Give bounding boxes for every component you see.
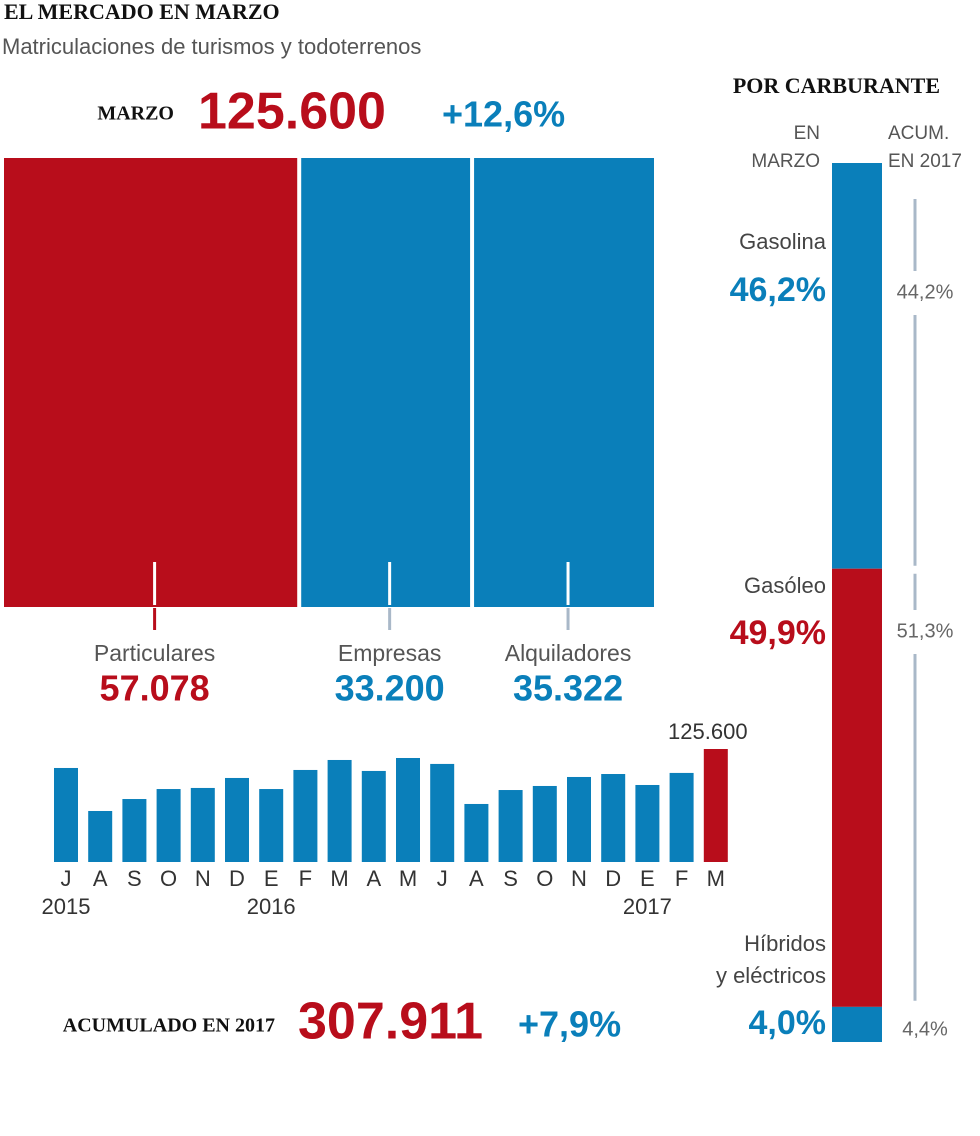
- series-label: EN: [794, 123, 820, 144]
- acum-label: 4,4%: [902, 1018, 948, 1040]
- series-label: EN 2017: [888, 151, 962, 172]
- bar: [327, 759, 352, 862]
- category-label: y eléctricos: [716, 963, 826, 988]
- bar: [396, 757, 420, 862]
- x-tick-label: N: [571, 866, 587, 891]
- x-tick-label: M: [330, 866, 348, 891]
- value-label: 33.200: [335, 668, 445, 709]
- category-label: Gasolina: [739, 229, 827, 254]
- series-label: MARZO: [751, 151, 820, 172]
- block: [474, 158, 654, 607]
- year-label: 2016: [247, 894, 296, 919]
- bar: [225, 777, 249, 862]
- accum-total: 307.911: [298, 993, 483, 1051]
- x-tick-label: J: [437, 866, 448, 891]
- x-tick-label: E: [264, 866, 279, 891]
- month-label: MARZO: [97, 103, 174, 125]
- bar: [703, 749, 728, 862]
- x-tick-label: O: [536, 866, 553, 891]
- bar: [293, 769, 318, 862]
- value-label: 35.322: [513, 668, 623, 709]
- year-label: 2015: [42, 894, 91, 919]
- bar-segment: [832, 163, 882, 569]
- x-tick-label: S: [503, 866, 518, 891]
- bar: [430, 763, 455, 862]
- bar: [122, 799, 147, 862]
- x-tick-label: A: [366, 866, 381, 891]
- value-label: 4,0%: [749, 1004, 827, 1042]
- x-tick-label: D: [605, 866, 621, 891]
- bar: [669, 772, 694, 862]
- fuel-title: POR CARBURANTE: [733, 73, 940, 98]
- bar: [601, 774, 626, 862]
- bar-segment: [832, 1006, 882, 1042]
- bar: [532, 785, 557, 862]
- month-total: 125.600: [198, 83, 386, 141]
- category-label: Gasóleo: [744, 573, 826, 598]
- value-label: 46,2%: [730, 271, 826, 309]
- acum-label: 44,2%: [897, 281, 954, 303]
- title: EL MERCADO EN MARZO: [4, 0, 280, 24]
- x-tick-label: N: [195, 866, 211, 891]
- x-tick-label: F: [299, 866, 312, 891]
- acum-label: 51,3%: [897, 620, 954, 642]
- block: [301, 158, 471, 607]
- value-label: 57.078: [100, 668, 210, 709]
- value-label: 125.600: [668, 719, 748, 744]
- bar: [156, 789, 181, 862]
- category-label: Particulares: [94, 640, 215, 666]
- accum-label: ACUMULADO EN 2017: [63, 1015, 275, 1037]
- x-tick-label: A: [93, 866, 108, 891]
- bar: [635, 784, 660, 862]
- category-label: Empresas: [338, 640, 442, 666]
- x-tick-label: O: [160, 866, 177, 891]
- block: [4, 158, 298, 607]
- category-label: Híbridos: [744, 931, 826, 956]
- x-tick-label: E: [640, 866, 655, 891]
- x-tick-label: S: [127, 866, 142, 891]
- category-label: Alquiladores: [505, 640, 632, 666]
- year-label: 2017: [623, 894, 672, 919]
- accum-change: +7,9%: [518, 1004, 621, 1045]
- x-tick-label: M: [399, 866, 417, 891]
- x-tick-label: F: [675, 866, 688, 891]
- bar-segment: [832, 568, 882, 1007]
- subtitle: Matriculaciones de turismos y todoterren…: [2, 34, 421, 59]
- bar: [54, 767, 78, 862]
- bar: [498, 790, 523, 862]
- bar: [190, 787, 215, 862]
- x-tick-label: D: [229, 866, 245, 891]
- bar: [361, 770, 386, 862]
- x-tick-label: A: [469, 866, 484, 891]
- bar: [567, 776, 591, 862]
- month-change: +12,6%: [442, 94, 565, 135]
- bar: [464, 803, 489, 862]
- series-label: ACUM.: [888, 123, 949, 144]
- bar: [259, 789, 284, 862]
- x-tick-label: J: [61, 866, 72, 891]
- value-label: 49,9%: [730, 614, 826, 652]
- x-tick-label: M: [707, 866, 725, 891]
- bar: [88, 810, 113, 862]
